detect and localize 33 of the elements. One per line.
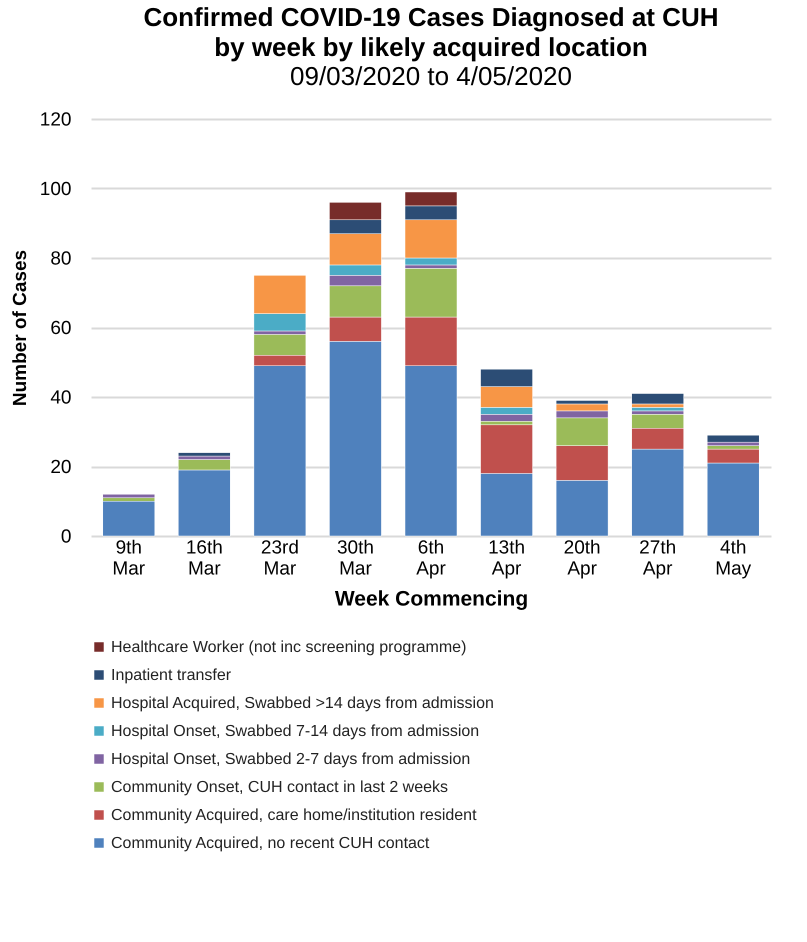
y-tick-label: 40 xyxy=(50,388,72,408)
legend-label: Healthcare Worker (not inc screening programme) xyxy=(111,639,466,656)
legend-label: Community Acquired, care home/institution resident xyxy=(111,807,478,824)
bar xyxy=(706,434,760,442)
x-tick-label: 16th Mar xyxy=(186,538,223,580)
x-tick-label: 4th May xyxy=(715,538,752,580)
x-tick-label: 23rd Mar xyxy=(260,538,299,580)
x-tick-label: 27th Apr xyxy=(639,538,676,580)
bar xyxy=(102,501,156,536)
legend-label: Inpatient transfer xyxy=(111,667,232,684)
chart-subtitle: 09/03/2020 to 4/05/2020 xyxy=(290,61,572,91)
bar xyxy=(178,452,231,456)
x-axis-title: Week Commencing xyxy=(334,588,528,610)
legend-label: Community Onset, CUH contact in last 2 weeks xyxy=(111,779,448,796)
y-tick-label: 0 xyxy=(60,526,72,548)
bar xyxy=(631,393,684,404)
legend-label: Hospital Acquired, Swabbed >14 days from admission xyxy=(111,695,494,712)
y-tick-label: 60 xyxy=(50,318,72,339)
y-tick-label: 80 xyxy=(50,248,72,270)
y-tick-label: 120 xyxy=(40,110,72,130)
bar xyxy=(102,494,156,498)
x-tick-label: 20th Apr xyxy=(564,538,601,580)
legend-label: Community Acquired, no recent CUH contact xyxy=(111,835,430,852)
x-tick-label: 9th Mar xyxy=(112,538,146,580)
legend-label: Hospital Onset, Swabbed 7-14 days from admission xyxy=(111,723,480,740)
chart-title: Confirmed COVID-19 Cases Diagnosed at CUH by week by likely acquired location xyxy=(143,2,719,62)
y-tick-label: 100 xyxy=(40,179,72,200)
x-tick-label: 6th Apr xyxy=(416,538,446,580)
x-tick-label: 13th Apr xyxy=(488,538,526,580)
y-tick-label: 20 xyxy=(50,457,72,478)
x-tick-label: 30th Mar xyxy=(336,538,374,580)
legend-label: Hospital Onset, Swabbed 2-7 days from admission xyxy=(111,751,470,768)
y-axis-title: Number of Cases xyxy=(10,250,31,406)
